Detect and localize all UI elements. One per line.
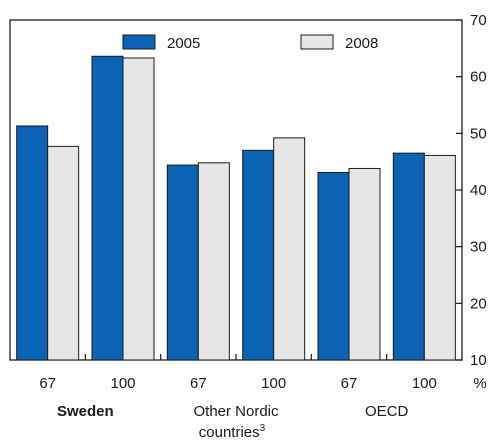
group-label: OECD [365,403,409,420]
bar-2008-2 [197,162,230,361]
bar-2005-3 [242,149,275,361]
group-labels: Sweden Other Nordic countries3 OECD [57,403,409,441]
legend-swatch-2008 [300,34,334,50]
y-tick-label: 60 [470,69,487,86]
bar-2005-2 [166,164,199,361]
bar-2005-0 [16,125,49,361]
legend: 2005 2008 [122,34,378,52]
x-tick-label: 67 [190,375,207,392]
x-tick-label: 67 [39,375,56,392]
group-label-line2: countries3 [199,423,266,441]
footnote-marker: 3 [260,423,266,434]
bar-2008-0 [47,145,80,361]
x-tick-label: 67 [341,375,358,392]
bars-layer [16,55,456,361]
y-axis: 10 20 30 40 50 60 70 [456,12,487,369]
group-label: Other Nordic [193,403,279,420]
x-unit-label: % [473,375,486,392]
bar-2005-5 [392,152,425,361]
x-axis: 67 100 67 100 67 100% [39,354,487,392]
y-tick-label: 30 [470,239,487,256]
bar-2008-5 [423,154,456,361]
legend-label-2005: 2005 [167,35,200,52]
y-tick-label: 10 [470,352,487,369]
y-tick-label: 40 [470,182,487,199]
y-tick-label: 20 [470,295,487,312]
y-tick-label: 50 [470,125,487,142]
x-tick-label: 100 [412,375,437,392]
x-tick-label: 100 [110,375,135,392]
bar-2005-1 [91,55,124,361]
legend-label-2008: 2008 [345,35,378,52]
group-label: Sweden [57,403,114,420]
bar-2008-1 [122,57,155,361]
legend-swatch-2005 [122,34,156,50]
bar-2005-4 [317,171,350,361]
bar-2008-4 [348,167,381,361]
x-tick-label: 100 [261,375,286,392]
bar-2008-3 [273,137,306,361]
y-tick-label: 70 [470,12,487,29]
